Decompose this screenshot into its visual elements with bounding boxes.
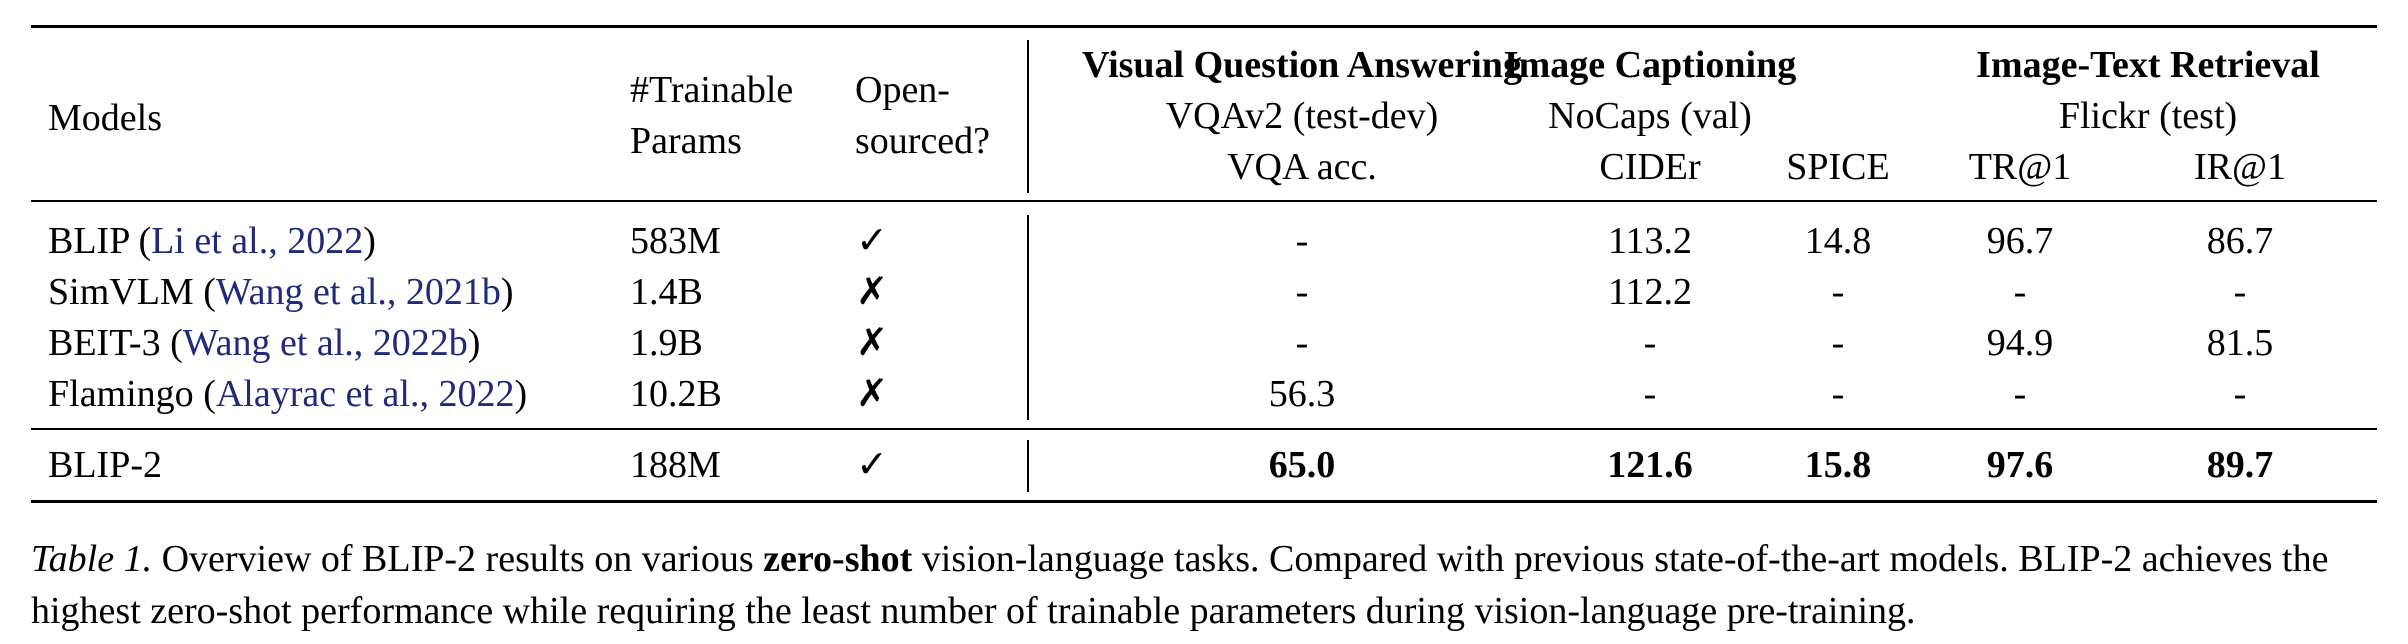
vqa-cell: - xyxy=(1295,322,1309,364)
spice-cell: 14.8 xyxy=(1804,220,1872,262)
spice-cell-best: 15.8 xyxy=(1804,444,1872,486)
cider-cell-best: 121.6 xyxy=(1607,444,1693,486)
caption-label: Table 1. xyxy=(31,538,153,580)
ir1-cell: 86.7 xyxy=(2206,220,2274,262)
vqa-cell: 56.3 xyxy=(1268,373,1336,415)
params-cell: 1.9B xyxy=(630,322,703,364)
metric-cider: CIDEr xyxy=(1599,146,1701,188)
table-row: BEIT-3 (Wang et al., 2022b) xyxy=(48,322,481,364)
final-vertical-separator xyxy=(1027,440,1029,492)
group-title-vqa: Visual Question Answering xyxy=(1082,44,1522,86)
tr1-cell: 94.9 xyxy=(1986,322,2054,364)
ir1-cell: - xyxy=(2233,271,2247,313)
tr1-cell-best: 97.6 xyxy=(1986,444,2054,486)
caption-text-after: vision-language tasks. Compared with pre… xyxy=(31,538,2329,632)
header-models: Models xyxy=(48,97,162,139)
params-cell: 10.2B xyxy=(630,373,722,415)
ir1-cell: 81.5 xyxy=(2206,322,2274,364)
tr1-cell: - xyxy=(2013,373,2027,415)
citation-link[interactable]: Alayrac et al., 2022 xyxy=(215,373,515,415)
metric-spice: SPICE xyxy=(1786,146,1890,188)
table-top-rule xyxy=(31,25,2377,28)
vqa-cell: - xyxy=(1295,271,1309,313)
vqa-cell: - xyxy=(1295,220,1309,262)
params-cell: 583M xyxy=(630,220,721,262)
table-row: BLIP (Li et al., 2022) xyxy=(48,220,376,262)
open-source-mark: ✓ xyxy=(856,444,888,486)
model-name: BLIP xyxy=(48,220,129,262)
group-dataset-retrieval: Flickr (test) xyxy=(2058,95,2238,137)
header-vertical-separator xyxy=(1027,40,1029,193)
open-source-mark: ✗ xyxy=(856,373,888,415)
ir1-cell-best: 89.7 xyxy=(2206,444,2274,486)
table-header-rule xyxy=(31,200,2377,202)
table-mid-rule xyxy=(31,428,2377,430)
metric-vqa-acc: VQA acc. xyxy=(1227,146,1377,188)
table-row: SimVLM (Wang et al., 2021b) xyxy=(48,271,514,313)
open-source-mark: ✗ xyxy=(856,322,888,364)
citation-link[interactable]: Wang et al., 2021b xyxy=(215,271,501,313)
header-open-line2: sourced? xyxy=(855,120,991,162)
model-name: Flamingo xyxy=(48,373,194,415)
tr1-cell: - xyxy=(2013,271,2027,313)
model-name-blip2: BLIP-2 xyxy=(48,444,162,486)
caption-text-before: Overview of BLIP-2 results on various xyxy=(161,538,754,580)
model-name: SimVLM xyxy=(48,271,194,313)
ir1-cell: - xyxy=(2233,373,2247,415)
model-name: BEIT-3 xyxy=(48,322,161,364)
caption-bold: zero-shot xyxy=(763,538,913,580)
vqa-cell-best: 65.0 xyxy=(1268,444,1336,486)
header-params-line1: #Trainable xyxy=(630,69,794,111)
metric-ir1: IR@1 xyxy=(2194,146,2286,188)
tr1-cell: 96.7 xyxy=(1986,220,2054,262)
header-open-line1: Open- xyxy=(855,69,950,111)
params-cell: 188M xyxy=(630,444,721,486)
spice-cell: - xyxy=(1831,373,1845,415)
params-cell: 1.4B xyxy=(630,271,703,313)
cider-cell: - xyxy=(1643,373,1657,415)
cider-cell: - xyxy=(1643,322,1657,364)
group-dataset-captioning: NoCaps (val) xyxy=(1548,95,1752,137)
spice-cell: - xyxy=(1831,271,1845,313)
citation-link[interactable]: Li et al., 2022 xyxy=(151,220,364,262)
body-vertical-separator xyxy=(1027,215,1029,420)
header-params-line2: Params xyxy=(630,120,742,162)
cider-cell: 113.2 xyxy=(1607,220,1693,262)
spice-cell: - xyxy=(1831,322,1845,364)
table-row: Flamingo (Alayrac et al., 2022) xyxy=(48,373,528,415)
table-bottom-rule xyxy=(31,500,2377,503)
citation-link[interactable]: Wang et al., 2022b xyxy=(182,322,468,364)
group-title-captioning: Image Captioning xyxy=(1503,44,1797,86)
metric-tr1: TR@1 xyxy=(1968,146,2072,188)
open-source-mark: ✓ xyxy=(856,220,888,262)
group-title-retrieval: Image-Text Retrieval xyxy=(1976,44,2320,86)
cider-cell: 112.2 xyxy=(1607,271,1693,313)
open-source-mark: ✗ xyxy=(856,271,888,313)
table-caption: Table 1. Overview of BLIP-2 results on v… xyxy=(31,533,2381,637)
group-dataset-vqa: VQAv2 (test-dev) xyxy=(1165,95,1439,137)
